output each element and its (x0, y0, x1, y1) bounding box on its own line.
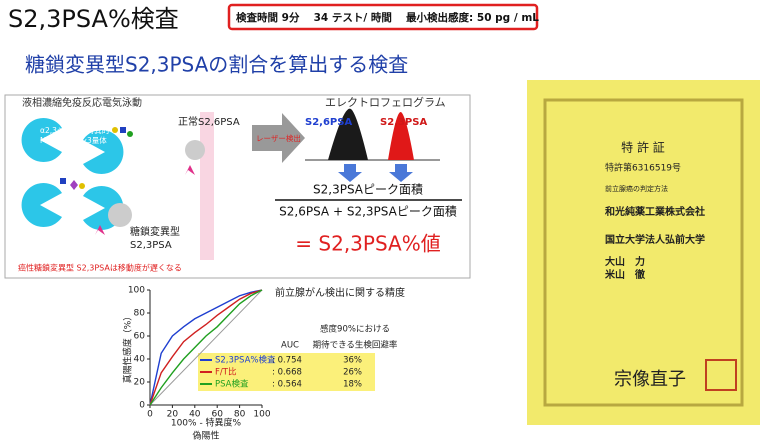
result: = S2,3PSA%値 (295, 232, 440, 256)
x-tick-label: 0 (147, 410, 153, 420)
certificate-border (543, 98, 744, 407)
laser-band (200, 112, 214, 260)
title: S2,3PSA%検査 (8, 5, 179, 33)
spec-box (227, 3, 539, 31)
down-arrow (338, 164, 362, 182)
x-tick-label: 80 (234, 410, 246, 420)
variant-label: S2,3PSA (130, 240, 172, 251)
auc-value: : 0.564 (272, 380, 302, 390)
x-tick-label: 100 (253, 410, 270, 420)
roc-curve (149, 289, 263, 406)
peak-23-label: S2,3PSA (380, 117, 427, 128)
peak-23 (388, 111, 414, 160)
y-tick-label: 40 (134, 355, 146, 365)
variant-label: 糖鎖変異型 (130, 225, 180, 238)
note: 癌性糖鎖変異型 S2,3PSAは移動度が遅くなる (18, 263, 182, 273)
legend-label: PSA検査 (215, 379, 249, 390)
cert-holder: 国立大学法人弘前大学 (605, 233, 705, 246)
laser-label: レーザー検出 (256, 133, 301, 143)
x-tick-label: 40 (189, 410, 201, 420)
y-tick-label: 80 (134, 309, 146, 319)
numerator: S2,3PSAピーク面積 (313, 182, 423, 197)
avoid-value: 26% (343, 368, 362, 378)
y-tick-label: 60 (134, 332, 146, 342)
avoid-value: 36% (343, 356, 362, 366)
normal-label: 正常S2,6PSA (178, 115, 240, 128)
denominator: S2,6PSA + S2,3PSAピーク面積 (279, 204, 457, 219)
lectin: α2,3シアル酸特異的 (40, 125, 109, 135)
laser-arrow (252, 113, 305, 163)
seal (705, 359, 737, 391)
x-axis-label: 100% - 特異度% (171, 417, 242, 429)
y-tick-label: 100 (128, 286, 145, 296)
lectin: MAAレクチン3量体 (40, 135, 107, 145)
avoid-header: 感度90%における (320, 324, 390, 335)
x-tick-label: 60 (211, 410, 223, 420)
x-axis-label: 偽陽性 (192, 430, 219, 442)
glycan-markers (60, 127, 205, 235)
auc-value: : 0.754 (272, 356, 302, 366)
spec: 検査時間 9分 34 テスト/ 時間 最小検出感度: 50 pg / mL (236, 11, 539, 24)
cert-holder: 和光純薬工業株式会社 (604, 205, 705, 218)
y-tick-label: 20 (134, 378, 146, 388)
certificate (527, 80, 760, 425)
legend-label: S2,3PSA%検査 (215, 355, 276, 366)
auc-value: : 0.668 (272, 368, 302, 378)
peak-26-label: S2,6PSA (305, 117, 352, 128)
x-tick-label: 20 (167, 410, 179, 420)
avoid-header: 期待できる生検回避率 (313, 340, 398, 351)
chart-title: 前立腺がん検出に関する精度 (275, 286, 405, 299)
method: 液相濃縮免疫反応電気泳動 (22, 96, 142, 109)
avoid-value: 18% (343, 380, 362, 390)
reference-diagonal (149, 289, 263, 406)
y-tick-label: 0 (139, 401, 145, 411)
electropherogram-label: エレクトロフェログラム (325, 95, 446, 109)
cert-number: 特許第6316519号 (605, 162, 681, 174)
roc-curve (149, 289, 263, 406)
legend-highlight (198, 353, 375, 391)
down-arrow (389, 164, 413, 182)
auc-header: AUC (281, 341, 299, 351)
cert-signature: 宗像直子 (614, 369, 686, 390)
roc-curve (149, 289, 263, 406)
cert-heading: 特 許 証 (621, 140, 665, 155)
peak-26 (328, 108, 368, 160)
subtitle: 糖鎖変異型S2,3PSAの割合を算出する検査 (25, 53, 408, 77)
cert-inventor: 大山 力 (605, 255, 645, 268)
cert-inventor: 米山 徹 (605, 268, 646, 281)
cert-invention: 前立腺癌の判定方法 (605, 184, 668, 193)
y-axis-label: 真陽性感度（%） (122, 312, 134, 384)
legend-label: F/T比 (215, 367, 236, 378)
